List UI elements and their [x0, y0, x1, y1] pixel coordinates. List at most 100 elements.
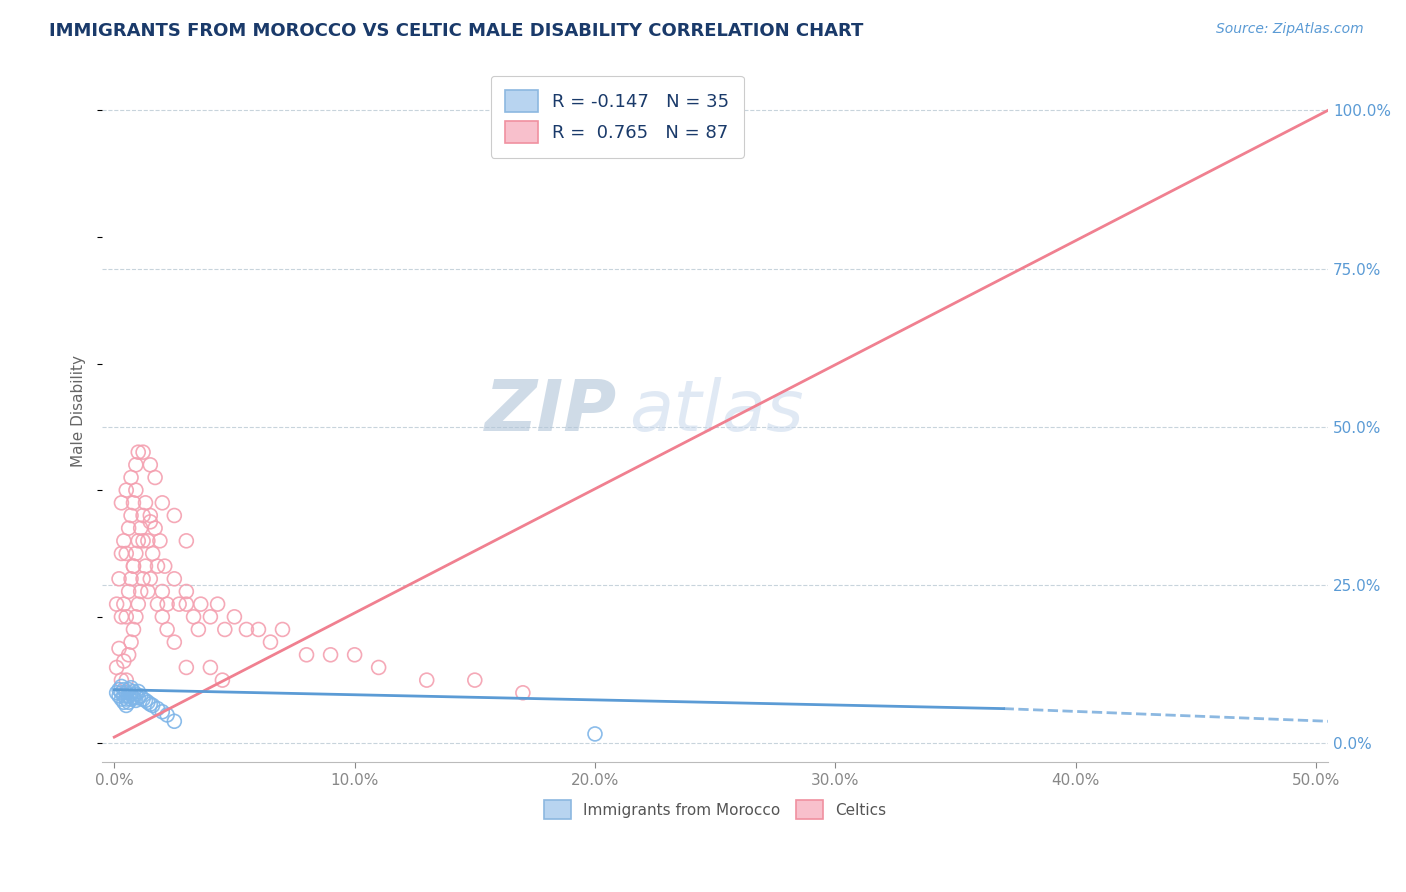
Point: [120, 470, 142, 484]
Point: [176, 660, 198, 674]
Point: [142, 546, 165, 560]
Point: [115, 692, 138, 706]
Point: [343, 648, 366, 662]
Point: [105, 660, 128, 674]
Y-axis label: Male Disability: Male Disability: [72, 355, 86, 467]
Point: [583, 727, 606, 741]
Point: [112, 695, 135, 709]
Point: [118, 521, 141, 535]
Point: [122, 559, 145, 574]
Point: [163, 635, 186, 649]
Point: [112, 654, 135, 668]
Point: [127, 533, 149, 548]
Point: [122, 496, 145, 510]
Point: [367, 660, 389, 674]
Point: [125, 687, 148, 701]
Point: [134, 559, 156, 574]
Point: [132, 508, 155, 523]
Point: [115, 673, 138, 687]
Point: [120, 572, 142, 586]
Point: [132, 533, 155, 548]
Point: [118, 689, 141, 703]
Point: [118, 682, 141, 697]
Point: [200, 609, 222, 624]
Point: [118, 695, 141, 709]
Point: [108, 572, 131, 586]
Point: [163, 714, 186, 729]
Text: IMMIGRANTS FROM MOROCCO VS CELTIC MALE DISABILITY CORRELATION CHART: IMMIGRANTS FROM MOROCCO VS CELTIC MALE D…: [49, 22, 863, 40]
Point: [115, 546, 138, 560]
Point: [120, 687, 142, 701]
Point: [120, 681, 142, 695]
Point: [118, 584, 141, 599]
Point: [122, 684, 145, 698]
Point: [122, 623, 145, 637]
Point: [108, 641, 131, 656]
Point: [122, 690, 145, 705]
Point: [235, 623, 257, 637]
Point: [110, 673, 132, 687]
Point: [118, 648, 141, 662]
Point: [122, 559, 145, 574]
Text: ZIP: ZIP: [485, 376, 617, 445]
Point: [295, 648, 318, 662]
Point: [156, 623, 179, 637]
Point: [139, 572, 162, 586]
Point: [150, 584, 173, 599]
Point: [150, 496, 173, 510]
Point: [143, 521, 166, 535]
Point: [108, 682, 131, 697]
Point: [115, 483, 138, 498]
Point: [146, 701, 169, 715]
Point: [108, 689, 131, 703]
Point: [125, 483, 148, 498]
Point: [163, 508, 186, 523]
Point: [259, 635, 281, 649]
Point: [129, 521, 152, 535]
Point: [105, 597, 128, 611]
Point: [134, 693, 156, 707]
Point: [167, 597, 190, 611]
Point: [156, 708, 179, 723]
Point: [271, 623, 294, 637]
Point: [127, 597, 149, 611]
Point: [176, 597, 198, 611]
Point: [115, 609, 138, 624]
Point: [110, 686, 132, 700]
Point: [200, 660, 222, 674]
Point: [125, 546, 148, 560]
Point: [139, 458, 162, 472]
Point: [464, 673, 486, 687]
Point: [247, 623, 270, 637]
Point: [115, 698, 138, 713]
Point: [127, 690, 149, 705]
Point: [129, 584, 152, 599]
Point: [150, 609, 173, 624]
Point: [512, 686, 534, 700]
Point: [127, 684, 149, 698]
Point: [146, 597, 169, 611]
Point: [132, 572, 155, 586]
Point: [176, 533, 198, 548]
Point: [112, 682, 135, 697]
Point: [163, 572, 186, 586]
Point: [190, 597, 212, 611]
Point: [416, 673, 439, 687]
Point: [120, 635, 142, 649]
Point: [150, 705, 173, 719]
Point: [214, 623, 236, 637]
Point: [139, 697, 162, 711]
Point: [224, 609, 246, 624]
Point: [139, 515, 162, 529]
Point: [156, 597, 179, 611]
Point: [110, 496, 132, 510]
Point: [110, 546, 132, 560]
Point: [112, 597, 135, 611]
Point: [136, 533, 159, 548]
Point: [120, 508, 142, 523]
Point: [183, 609, 205, 624]
Point: [146, 559, 169, 574]
Point: [129, 689, 152, 703]
Point: [120, 692, 142, 706]
Point: [187, 623, 209, 637]
